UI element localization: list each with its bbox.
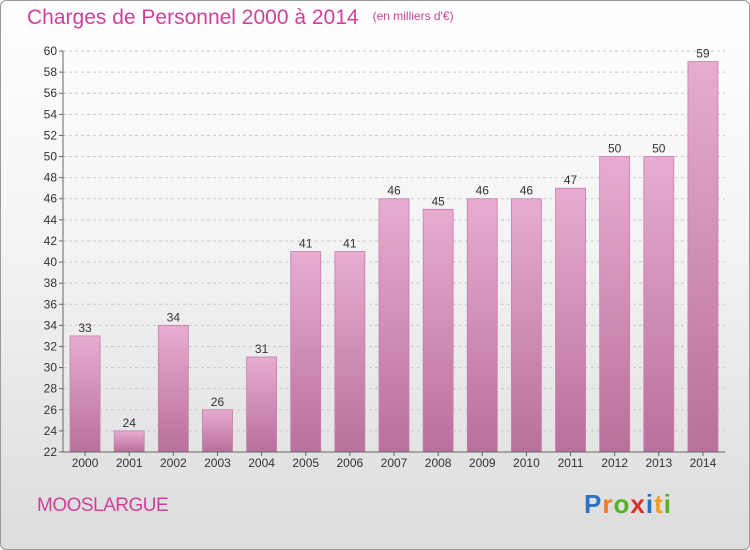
y-tick-label: 50 [44, 150, 58, 164]
x-tick-label-2006: 2006 [337, 456, 364, 470]
logo-letter: r [602, 489, 614, 519]
data-label-2009: 46 [476, 184, 490, 198]
data-label-2006: 41 [343, 237, 357, 251]
y-tick-label: 44 [44, 213, 58, 227]
x-tick-label-2013: 2013 [645, 456, 672, 470]
y-tick-label: 46 [44, 192, 58, 206]
data-label-2010: 46 [520, 184, 534, 198]
y-tick-label: 38 [44, 276, 58, 290]
data-label-2013: 50 [652, 142, 666, 156]
x-tick-label-2004: 2004 [248, 456, 275, 470]
bar-2005 [290, 251, 322, 453]
chart-title: Charges de Personnel 2000 à 2014 [27, 6, 359, 29]
x-tick-label-2010: 2010 [513, 456, 540, 470]
y-tick-label: 60 [44, 44, 58, 58]
x-tick-label-2009: 2009 [469, 456, 496, 470]
logo-letter: P [584, 489, 603, 519]
data-label-2005: 41 [299, 237, 313, 251]
bar-2006 [334, 251, 366, 453]
bar-2009 [466, 198, 498, 453]
commune-name: MOOSLARGUE [37, 495, 169, 516]
data-label-2000: 33 [78, 321, 92, 335]
bar-2003 [202, 409, 233, 453]
x-tick-label-2002: 2002 [160, 456, 187, 470]
y-tick-label: 30 [44, 361, 58, 375]
data-label-2002: 34 [167, 310, 181, 324]
logo-letter: t [654, 489, 664, 519]
y-tick-label: 26 [44, 403, 58, 417]
y-tick-label: 22 [44, 445, 58, 459]
y-tick-label: 54 [44, 107, 58, 121]
bar-2010 [510, 198, 542, 453]
y-tick-label: 40 [44, 255, 58, 269]
y-tick-label: 24 [44, 424, 58, 438]
y-tick-label: 48 [44, 171, 58, 185]
bar-2014 [687, 61, 719, 453]
x-tick-label-2012: 2012 [601, 456, 628, 470]
x-tick-label-2003: 2003 [204, 456, 231, 470]
data-label-2001: 24 [123, 416, 137, 430]
logo-letter: i [663, 489, 672, 519]
y-tick-label: 34 [44, 318, 58, 332]
y-tick-label: 28 [44, 382, 58, 396]
bar-2011 [555, 187, 586, 453]
bars: 33 24 34 26 31 41 41 46 45 46 46 47 50 50 59 [69, 47, 719, 453]
y-tick-label: 32 [44, 339, 58, 353]
data-label-2011: 47 [564, 173, 578, 187]
bar-2002 [157, 324, 189, 453]
x-tick-label-2005: 2005 [292, 456, 319, 470]
data-label-2012: 50 [608, 142, 622, 156]
x-tick-label-2008: 2008 [425, 456, 452, 470]
bar-2013 [643, 156, 675, 453]
y-tick-label: 42 [44, 234, 58, 248]
logo-letter: o [613, 489, 631, 519]
bar-2004 [246, 356, 278, 453]
logo-letter: x [630, 489, 646, 519]
data-label-2007: 46 [387, 184, 401, 198]
x-tick-label-2001: 2001 [116, 456, 143, 470]
x-tick-label-2014: 2014 [690, 456, 717, 470]
logo-letter: i [645, 489, 655, 519]
data-label-2003: 26 [211, 395, 225, 409]
axes: 22 24 26 28 30 32 34 36 38 40 42 44 46 48 50 52 54 56 58 60… [44, 44, 725, 470]
data-label-2004: 31 [255, 342, 269, 356]
y-tick-label: 56 [44, 86, 58, 100]
x-tick-label-2011: 2011 [558, 456, 584, 470]
y-tick-label: 36 [44, 297, 58, 311]
y-tick-label: 58 [44, 65, 58, 79]
y-tick-label: 52 [44, 128, 58, 142]
proxiti-logo[interactable]: Proxiti [584, 489, 672, 520]
chart-unit: (en milliers d'€) [372, 9, 454, 23]
x-tick-label-2000: 2000 [72, 456, 99, 470]
bar-2001 [113, 430, 145, 453]
data-label-2008: 45 [431, 194, 445, 208]
x-tick-label-2007: 2007 [381, 456, 408, 470]
data-label-2014: 59 [696, 47, 710, 61]
bar-2008 [422, 208, 454, 453]
bar-2012 [599, 156, 631, 453]
chart-title-block: Charges de Personnel 2000 à 2014 (en mill… [27, 6, 454, 30]
bar-2000 [69, 335, 101, 453]
bar-2007 [378, 198, 410, 453]
